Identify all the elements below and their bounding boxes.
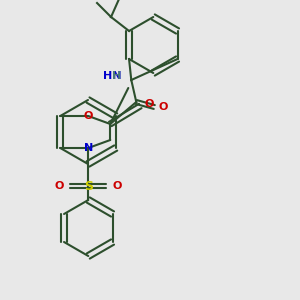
Text: H: H bbox=[112, 71, 121, 81]
Text: O: O bbox=[112, 181, 122, 191]
Text: O: O bbox=[144, 99, 154, 109]
Text: S: S bbox=[84, 179, 93, 193]
Text: O: O bbox=[84, 111, 93, 121]
Text: O: O bbox=[55, 181, 64, 191]
Text: HN: HN bbox=[103, 71, 121, 81]
Text: O: O bbox=[158, 102, 168, 112]
Text: N: N bbox=[84, 143, 93, 153]
